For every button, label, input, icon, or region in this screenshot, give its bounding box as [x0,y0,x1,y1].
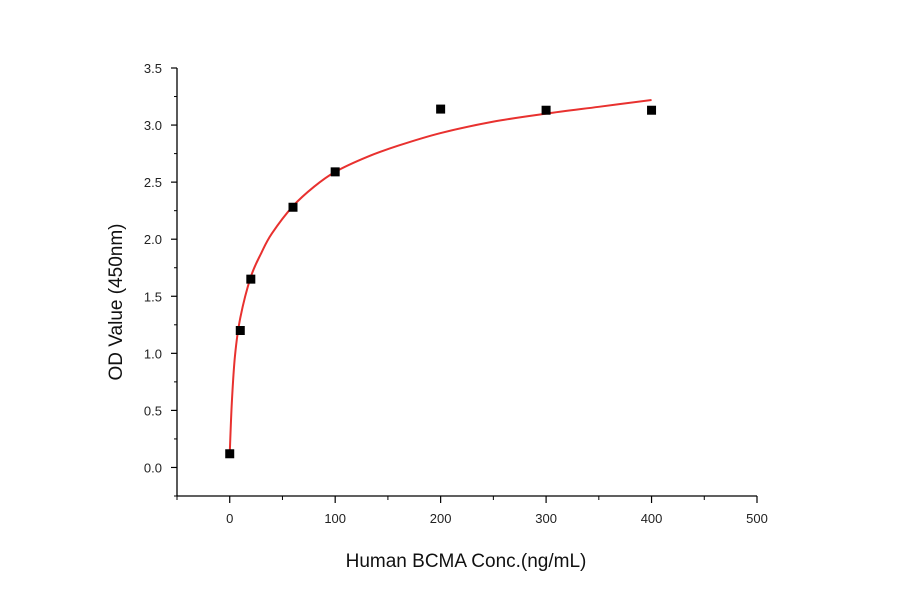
data-point [246,274,256,284]
y-tick-label: 1.5 [144,289,162,304]
fit-curve-layer [228,98,652,454]
x-tick-label: 0 [226,511,233,526]
y-tick-label: 0.0 [144,460,162,475]
data-point [330,167,340,177]
x-tick-label: 300 [535,511,557,526]
y-tick-label: 2.0 [144,232,162,247]
y-tick-label: 0.5 [144,403,162,418]
x-axis-label: Human BCMA Conc.(ng/mL) [346,551,587,572]
data-points-layer [225,104,657,459]
y-axis-label: OD Value (450nm) [106,224,127,381]
x-tick-label: 500 [746,511,768,526]
y-tick-label: 1.0 [144,346,162,361]
data-point [235,326,245,336]
data-point [541,105,551,115]
x-tick-label: 400 [641,511,663,526]
data-point [436,104,446,114]
data-point [288,202,298,212]
y-tick-label: 3.0 [144,118,162,133]
y-tick-label: 2.5 [144,175,162,190]
x-tick-label: 100 [324,511,346,526]
data-point [225,449,235,459]
fit-curve [228,98,652,454]
x-tick-label: 200 [430,511,452,526]
data-point [647,105,657,115]
y-tick-label: 3.5 [144,61,162,76]
axes: 0 100 200 300 400 500 0.0 0.5 1.0 1.5 2.0 2.5 3.0 3.5 [144,61,768,526]
